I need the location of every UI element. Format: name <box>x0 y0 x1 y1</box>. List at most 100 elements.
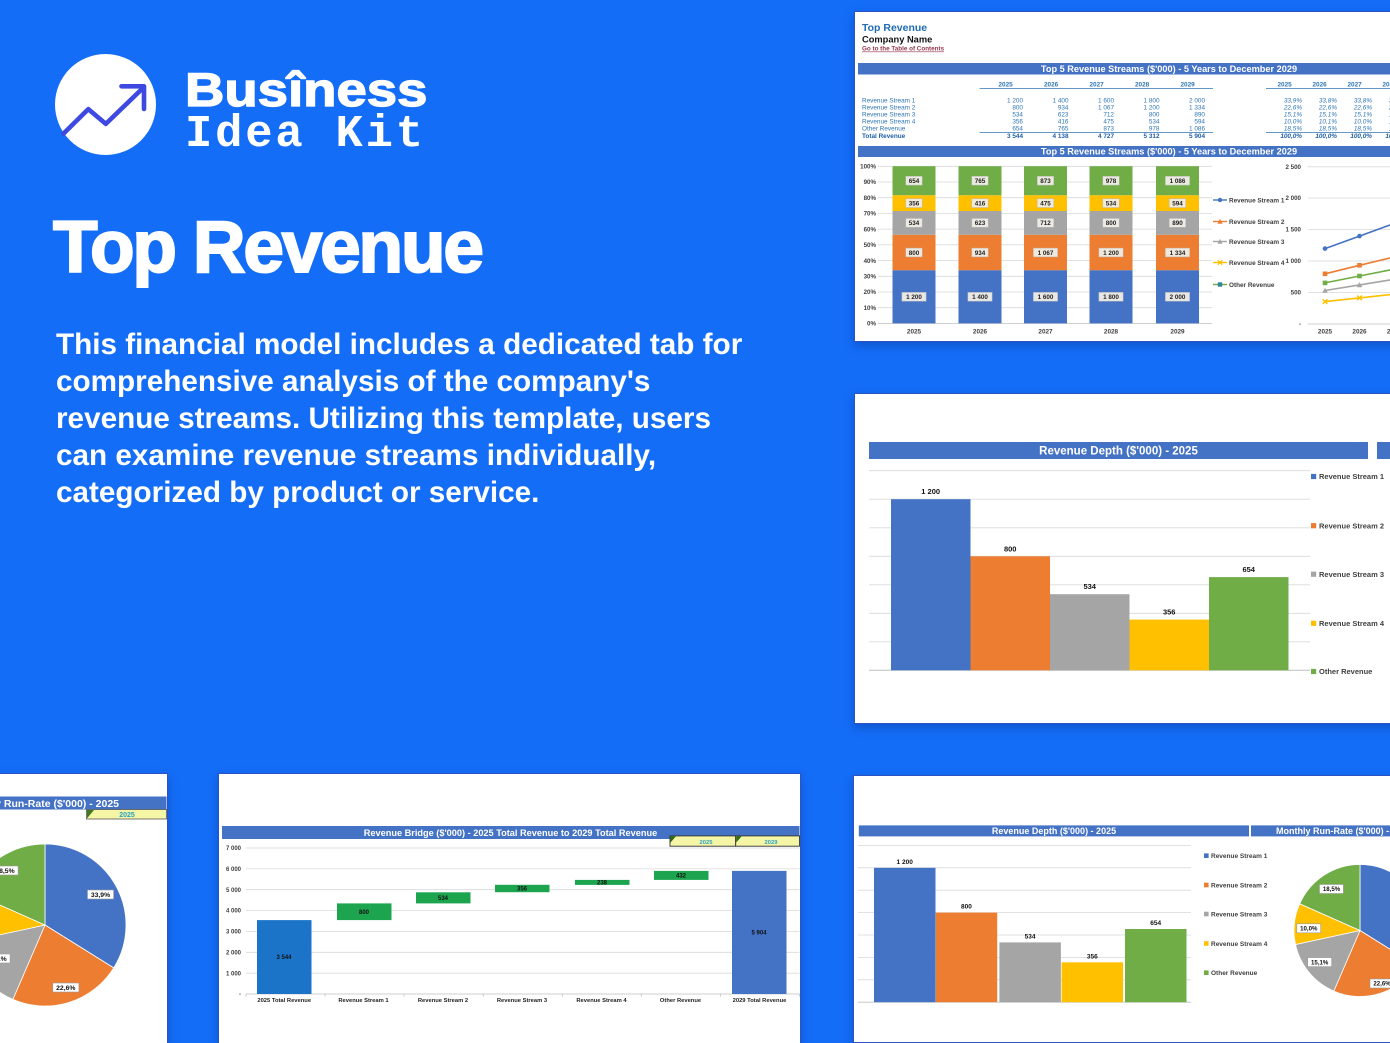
svg-text:2025: 2025 <box>700 840 714 846</box>
svg-text:22,6%: 22,6% <box>1353 104 1372 111</box>
svg-text:22,6%: 22,6% <box>1373 981 1390 988</box>
svg-text:800: 800 <box>909 250 920 257</box>
svg-text:978: 978 <box>1149 126 1160 133</box>
svg-text:238: 238 <box>597 881 608 887</box>
svg-text:800: 800 <box>1012 104 1023 111</box>
svg-text:1 400: 1 400 <box>1053 97 1069 104</box>
svg-text:2029: 2029 <box>1180 82 1195 89</box>
svg-text:10,1%: 10,1% <box>1389 119 1390 126</box>
svg-text:2 000: 2 000 <box>1189 97 1205 104</box>
svg-text:Revenue Depth ($'000) - 2025: Revenue Depth ($'000) - 2025 <box>1039 446 1198 458</box>
svg-text:2 000: 2 000 <box>226 950 242 956</box>
svg-text:475: 475 <box>1040 200 1051 207</box>
svg-text:33,8%: 33,8% <box>1319 97 1337 104</box>
svg-text:22,6%: 22,6% <box>1283 104 1302 111</box>
svg-text:10,1%: 10,1% <box>1319 119 1337 126</box>
svg-text:594: 594 <box>1194 119 1205 126</box>
svg-text:Revenue Stream 2: Revenue Stream 2 <box>1319 521 1384 530</box>
svg-text:1 600: 1 600 <box>1098 97 1114 104</box>
svg-text:654: 654 <box>1012 126 1023 133</box>
svg-text:5 000: 5 000 <box>226 888 242 894</box>
svg-text:1 800: 1 800 <box>1103 294 1119 301</box>
svg-text:1 500: 1 500 <box>1286 227 1302 234</box>
svg-text:15,1%: 15,1% <box>0 956 7 963</box>
svg-text:-: - <box>239 992 241 998</box>
svg-text:534: 534 <box>438 896 449 902</box>
svg-text:18,5%: 18,5% <box>1284 126 1302 133</box>
svg-text:534: 534 <box>909 220 920 227</box>
svg-text:0%: 0% <box>867 321 876 328</box>
svg-text:712: 712 <box>1103 112 1114 119</box>
svg-text:873: 873 <box>1040 178 1051 185</box>
svg-text:Revenue Stream 3: Revenue Stream 3 <box>497 998 548 1004</box>
svg-text:2029: 2029 <box>765 840 779 846</box>
svg-text:1 200: 1 200 <box>1103 250 1119 257</box>
svg-text:2029 Total Revenue: 2029 Total Revenue <box>733 998 787 1004</box>
svg-text:5 312: 5 312 <box>1144 133 1160 140</box>
svg-text:654: 654 <box>1242 565 1255 574</box>
svg-text:1 000: 1 000 <box>226 971 242 977</box>
svg-text:1 400: 1 400 <box>972 294 988 301</box>
svg-text:10,0%: 10,0% <box>1300 926 1318 933</box>
svg-text:100,0%: 100,0% <box>1350 133 1372 140</box>
svg-text:1 200: 1 200 <box>906 294 922 301</box>
svg-text:33,9%: 33,9% <box>1284 97 1302 104</box>
svg-text:5 904: 5 904 <box>1189 133 1205 140</box>
svg-text:2026: 2026 <box>973 329 988 336</box>
svg-text:1 000: 1 000 <box>1286 258 1302 265</box>
svg-text:1 200: 1 200 <box>897 859 914 866</box>
svg-text:10,0%: 10,0% <box>1284 119 1302 126</box>
svg-text:594: 594 <box>1172 200 1183 207</box>
svg-text:534: 534 <box>1025 933 1036 940</box>
svg-text:100,0%: 100,0% <box>1385 133 1390 140</box>
svg-text:416: 416 <box>975 200 986 207</box>
svg-text:Other Revenue: Other Revenue <box>1319 667 1372 676</box>
svg-text:Revenue Bridge ($'000) - 2025: Revenue Bridge ($'000) - 2025 Total Reve… <box>364 828 657 838</box>
svg-text:2025: 2025 <box>1318 329 1333 336</box>
svg-text:623: 623 <box>975 220 986 227</box>
svg-text:Revenue Stream 4: Revenue Stream 4 <box>1229 260 1285 267</box>
svg-text:712: 712 <box>1040 220 1051 227</box>
svg-text:2025: 2025 <box>119 812 135 819</box>
svg-text:934: 934 <box>975 250 986 257</box>
svg-text:90%: 90% <box>864 179 877 186</box>
svg-text:22,6%: 22,6% <box>1388 104 1390 111</box>
svg-text:40%: 40% <box>864 258 877 265</box>
svg-text:2027: 2027 <box>1347 82 1362 89</box>
svg-text:20%: 20% <box>864 289 877 296</box>
svg-text:2029: 2029 <box>1170 329 1185 336</box>
svg-text:30%: 30% <box>864 274 877 281</box>
svg-text:800: 800 <box>961 904 972 911</box>
svg-text:2 000: 2 000 <box>1286 195 1302 202</box>
svg-text:Revenue Stream 2: Revenue Stream 2 <box>1229 219 1285 226</box>
svg-text:18,5%: 18,5% <box>1323 886 1341 893</box>
svg-text:890: 890 <box>1194 112 1205 119</box>
svg-text:22,6%: 22,6% <box>56 985 75 992</box>
svg-text:356: 356 <box>517 887 528 893</box>
svg-text:800: 800 <box>1149 112 1160 119</box>
svg-text:18,5%: 18,5% <box>1319 126 1337 133</box>
svg-text:100,0%: 100,0% <box>1315 133 1337 140</box>
svg-text:-: - <box>1299 321 1301 328</box>
svg-text:15,1%: 15,1% <box>1389 112 1390 119</box>
svg-text:Total Revenue: Total Revenue <box>862 133 906 140</box>
svg-text:60%: 60% <box>864 226 877 233</box>
svg-text:Other Revenue: Other Revenue <box>1211 970 1258 977</box>
svg-text:Revenue Stream 2: Revenue Stream 2 <box>1211 882 1268 889</box>
svg-text:2025: 2025 <box>1277 82 1292 89</box>
svg-text:500: 500 <box>1291 290 1302 297</box>
svg-text:Revenue Stream 1: Revenue Stream 1 <box>1229 197 1285 204</box>
svg-text:Monthly Run-Rate ($'000) - 202: Monthly Run-Rate ($'000) - 2025 <box>0 798 119 810</box>
svg-text:356: 356 <box>1163 608 1176 617</box>
svg-text:Revenue Stream 4: Revenue Stream 4 <box>862 119 916 126</box>
svg-text:22,6%: 22,6% <box>1318 104 1337 111</box>
svg-text:800: 800 <box>1004 544 1017 553</box>
svg-text:100,0%: 100,0% <box>1280 133 1302 140</box>
svg-text:Monthly Run-Rate ($'000) - 202: Monthly Run-Rate ($'000) - 2025 <box>1276 826 1390 836</box>
svg-text:534: 534 <box>1012 112 1023 119</box>
svg-text:Top Revenue: Top Revenue <box>862 22 927 34</box>
svg-text:2 500: 2 500 <box>1286 164 1302 171</box>
svg-text:Go to the Table of Contents: Go to the Table of Contents <box>862 46 945 53</box>
svg-text:Revenue Stream 4: Revenue Stream 4 <box>1319 619 1385 628</box>
svg-text:654: 654 <box>909 178 920 185</box>
